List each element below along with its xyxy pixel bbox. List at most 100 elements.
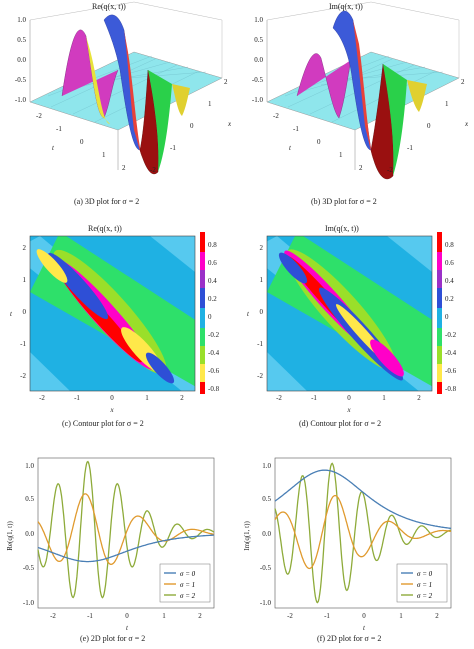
panel-3d-re: Re(q(x, t)) 1.0 0.5 0.0 -0.5 -1.0 [0,0,237,210]
x-tick: -2 [39,394,45,402]
y-tick: 0.0 [25,530,34,538]
x-tick: 0 [362,612,366,620]
colorbar-tick: 0 [445,313,449,321]
x-tick: 1 [445,100,449,108]
axis-label-t: t [10,310,13,318]
legend-label: σ = 0 [417,570,433,578]
x-tick: 1 [162,612,166,620]
panel-contour-re: Re(q(x, t)) 0.8 [0,222,237,434]
x-tick: -2 [50,612,56,620]
x-tick: -1 [170,144,176,152]
x-tick: -1 [407,144,413,152]
colorbar-tick: -0.2 [445,331,457,339]
x-tick: -2 [287,612,293,620]
caption: (e) 2D plot for σ = 2 [80,634,146,643]
t-tick: -2 [273,112,279,120]
caption: (f) 2D plot for σ = 2 [317,634,382,643]
x-tick: 2 [198,612,202,620]
y-tick: -1.0 [23,599,35,607]
surface-3d-plot: 1.0 0.5 0.0 -0.5 -1.0 -2 -1 0 1 2 t -2 -… [15,1,232,175]
x-tick: 0 [110,394,114,402]
x-tick: 2 [461,78,465,86]
t-tick: 0 [80,138,84,146]
t-tick: 0 [317,138,321,146]
axis-label-y: Re(q(1, t)) [6,521,14,551]
legend: σ = 0 σ = 1 σ = 2 [396,563,448,603]
y-tick: -1.0 [260,599,272,607]
axis-label-x: t [126,624,129,632]
y-tick: -0.5 [260,564,272,572]
colorbar-tick: 0.2 [445,295,454,303]
x-tick: 2 [224,78,228,86]
axis-label-t: t [52,144,55,152]
z-tick: 0.0 [254,56,263,64]
t-tick: 1 [260,276,264,284]
t-tick: 1 [339,151,343,159]
series-line-sigma2 [37,460,215,599]
colorbar-tick: 0.6 [208,259,217,267]
axis-label-x: t [363,624,366,632]
colorbar-tick: 0.4 [208,277,217,285]
x-tick: 0 [125,612,129,620]
plot-title: Im(q(x, t)) [325,224,359,233]
x-tick: 0 [347,394,351,402]
panel-3d-im: Im(q(x, t)) 1.0 0.5 0.0 -0.5 -1.0 -2 -1 [237,0,474,210]
x-tick: 1 [399,612,403,620]
axis-label-t: t [289,144,292,152]
series-line-sigma1 [37,493,215,565]
panel-2d-im: 1.0 0.5 0.0 -0.5 -1.0 -2 -1 0 1 2 t Im(q… [237,446,474,649]
contour-plot: 0.8 0.6 0.4 0.2 0 -0.2 -0.4 -0.6 -0.8 -2… [10,232,220,414]
colorbar-tick: 0.6 [445,259,454,267]
axis-label-x: x [227,120,232,128]
colorbar-tick: -0.6 [208,367,220,375]
x-tick: 1 [382,394,386,402]
caption: (b) 3D plot for σ = 2 [311,197,377,206]
x-tick: -1 [311,394,317,402]
t-tick: 1 [23,276,27,284]
colorbar-tick: 0.8 [208,241,217,249]
legend-label: σ = 0 [180,570,196,578]
colorbar-tick: 0.8 [445,241,454,249]
t-tick: 2 [359,164,363,172]
colorbar-tick: -0.4 [208,349,220,357]
line-plot: 1.0 0.5 0.0 -0.5 -1.0 -2 -1 0 1 2 t Re(q… [6,457,215,632]
z-tick: -0.5 [15,76,27,84]
x-tick: -2 [387,166,393,174]
z-tick: 1.0 [254,16,263,24]
z-tick: 0.5 [254,36,263,44]
series-line-sigma0 [37,534,214,563]
plot-title: Re(q(x, t)) [88,224,122,233]
t-tick: 1 [102,151,106,159]
axis-label-x: x [109,406,114,414]
y-tick: 0.5 [262,495,271,503]
colorbar-tick: 0.2 [208,295,217,303]
t-tick: -2 [36,112,42,120]
x-tick: -1 [74,394,80,402]
line-plot: 1.0 0.5 0.0 -0.5 -1.0 -2 -1 0 1 2 t Im(q… [243,457,452,632]
t-tick: -2 [257,372,263,380]
caption: (a) 3D plot for σ = 2 [74,197,140,206]
plot-title: Re(q(x, t)) [92,2,126,11]
axis-label-y: Im(q(1, t)) [243,521,251,551]
legend: σ = 0 σ = 1 σ = 2 [159,563,211,603]
z-tick: -0.5 [252,76,264,84]
series-line-sigma2 [274,462,452,604]
t-tick: 2 [122,164,126,172]
z-tick: 0.5 [17,36,26,44]
colorbar-tick: -0.8 [208,385,220,393]
x-tick: 2 [435,612,439,620]
y-tick: -0.5 [23,564,35,572]
t-tick: -1 [293,125,299,133]
t-tick: -1 [56,125,62,133]
colorbar-tick: -0.8 [445,385,457,393]
surface-3d-plot: 1.0 0.5 0.0 -0.5 -1.0 -2 -1 0 1 2 t -2 -… [252,1,469,180]
y-tick: 1.0 [25,462,34,470]
colorbar-tick: -0.2 [208,331,220,339]
y-tick: 1.0 [262,462,271,470]
axis-label-x: x [464,120,469,128]
contour-plot: 0.8 0.6 0.4 0.2 0 -0.2 -0.4 -0.6 -0.8 -2… [247,232,457,414]
colorbar-tick: 0.4 [445,277,454,285]
caption: (c) Contour plot for σ = 2 [62,419,144,428]
y-tick: 0.0 [262,530,271,538]
axis-label-t: t [247,310,250,318]
